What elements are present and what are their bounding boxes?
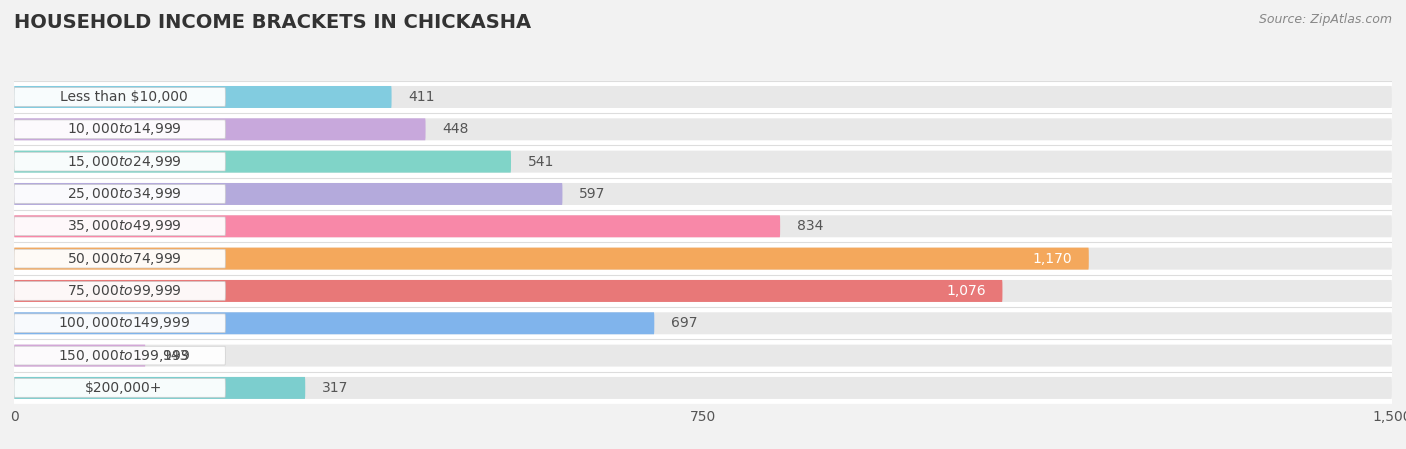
FancyBboxPatch shape	[14, 282, 225, 300]
FancyBboxPatch shape	[14, 248, 1088, 269]
FancyBboxPatch shape	[14, 275, 1392, 307]
FancyBboxPatch shape	[14, 314, 225, 333]
FancyBboxPatch shape	[14, 86, 1392, 108]
FancyBboxPatch shape	[14, 86, 392, 108]
FancyBboxPatch shape	[14, 210, 1392, 242]
Text: 597: 597	[579, 187, 606, 201]
FancyBboxPatch shape	[14, 183, 562, 205]
FancyBboxPatch shape	[14, 216, 780, 237]
FancyBboxPatch shape	[14, 145, 1392, 178]
Text: 143: 143	[162, 348, 188, 363]
FancyBboxPatch shape	[14, 280, 1392, 302]
Text: 697: 697	[671, 316, 697, 330]
FancyBboxPatch shape	[14, 119, 1392, 140]
FancyBboxPatch shape	[14, 307, 1392, 339]
Text: 541: 541	[527, 154, 554, 169]
FancyBboxPatch shape	[14, 372, 1392, 404]
FancyBboxPatch shape	[14, 113, 1392, 145]
FancyBboxPatch shape	[14, 217, 225, 236]
FancyBboxPatch shape	[14, 120, 225, 139]
FancyBboxPatch shape	[14, 151, 1392, 172]
Text: $150,000 to $199,999: $150,000 to $199,999	[58, 348, 190, 364]
FancyBboxPatch shape	[14, 185, 225, 203]
Text: $10,000 to $14,999: $10,000 to $14,999	[66, 121, 181, 137]
FancyBboxPatch shape	[14, 178, 1392, 210]
FancyBboxPatch shape	[14, 379, 225, 397]
Text: 1,170: 1,170	[1032, 251, 1073, 266]
Text: 317: 317	[322, 381, 349, 395]
Text: 448: 448	[441, 122, 468, 136]
Text: 1,076: 1,076	[946, 284, 986, 298]
FancyBboxPatch shape	[14, 339, 1392, 372]
FancyBboxPatch shape	[14, 216, 1392, 237]
Text: $75,000 to $99,999: $75,000 to $99,999	[66, 283, 181, 299]
FancyBboxPatch shape	[14, 377, 305, 399]
FancyBboxPatch shape	[14, 249, 225, 268]
FancyBboxPatch shape	[14, 313, 654, 334]
Text: 411: 411	[408, 90, 434, 104]
FancyBboxPatch shape	[14, 152, 225, 171]
Text: $200,000+: $200,000+	[86, 381, 163, 395]
Text: 834: 834	[797, 219, 823, 233]
Text: $15,000 to $24,999: $15,000 to $24,999	[66, 154, 181, 170]
FancyBboxPatch shape	[14, 280, 1002, 302]
Text: $35,000 to $49,999: $35,000 to $49,999	[66, 218, 181, 234]
FancyBboxPatch shape	[14, 248, 1392, 269]
FancyBboxPatch shape	[14, 377, 1392, 399]
FancyBboxPatch shape	[14, 346, 225, 365]
FancyBboxPatch shape	[14, 88, 225, 106]
FancyBboxPatch shape	[14, 242, 1392, 275]
Text: $50,000 to $74,999: $50,000 to $74,999	[66, 251, 181, 267]
Text: HOUSEHOLD INCOME BRACKETS IN CHICKASHA: HOUSEHOLD INCOME BRACKETS IN CHICKASHA	[14, 13, 531, 32]
Text: $25,000 to $34,999: $25,000 to $34,999	[66, 186, 181, 202]
FancyBboxPatch shape	[14, 183, 1392, 205]
FancyBboxPatch shape	[14, 345, 1392, 366]
Text: $100,000 to $149,999: $100,000 to $149,999	[58, 315, 190, 331]
FancyBboxPatch shape	[14, 81, 1392, 113]
FancyBboxPatch shape	[14, 119, 426, 140]
Text: Less than $10,000: Less than $10,000	[60, 90, 188, 104]
FancyBboxPatch shape	[14, 151, 510, 172]
FancyBboxPatch shape	[14, 313, 1392, 334]
Text: Source: ZipAtlas.com: Source: ZipAtlas.com	[1258, 13, 1392, 26]
FancyBboxPatch shape	[14, 345, 145, 366]
